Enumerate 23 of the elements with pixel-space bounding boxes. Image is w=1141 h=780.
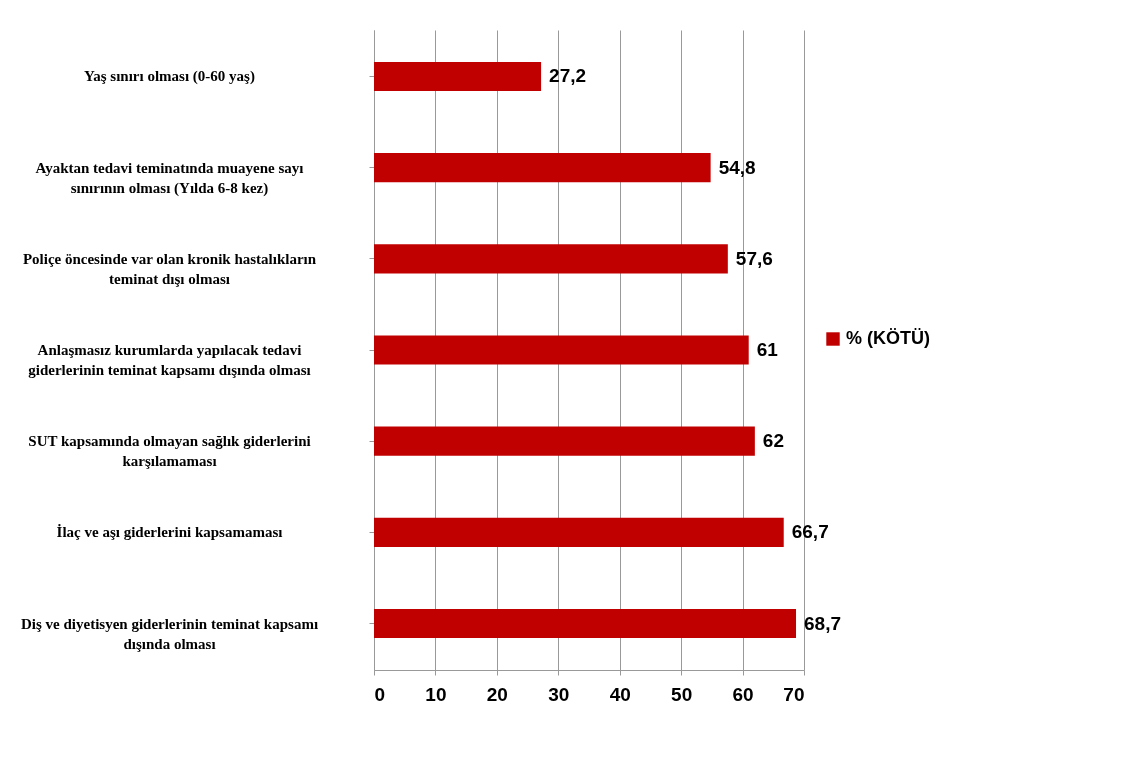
data-label: 66,7	[791, 521, 829, 543]
x-tick-label: 50	[671, 683, 693, 705]
legend-label: % (KÖTÜ)	[846, 328, 930, 348]
y-tick-label: Poliçe öncesinde var olan kronik hastalıkların teminat dışı olması	[22, 250, 317, 287]
x-tick-label: 40	[609, 683, 631, 705]
x-tick-label: 10	[425, 683, 447, 705]
y-tick-label: Diş ve diyetisyen giderlerinin teminat kapsamı dışında olması	[20, 615, 319, 652]
x-tick-label: 30	[548, 683, 570, 705]
data-label: 62	[762, 430, 784, 452]
data-label: 27,2	[549, 65, 587, 87]
y-tick-label: SUT kapsamında olmayan sağlık giderlerini karşılamaması	[28, 433, 311, 470]
data-label: 61	[756, 339, 779, 360]
data-label: 54,8	[718, 156, 756, 178]
x-tick-label: 20	[486, 683, 508, 705]
y-tick-label: Yaş sınırı olması (0-60 yaş)	[84, 68, 255, 86]
x-tick-label: 70	[783, 683, 805, 705]
y-tick-label: Anlaşmasız kurumlarda yapılacak tedavi giderlerinin teminat kapsamı dışında olması	[28, 342, 311, 378]
y-tick-label: İlaç ve aşı giderlerini kapsamaması	[56, 524, 283, 541]
data-label: 68,7	[804, 612, 841, 634]
data-label: 57,6	[735, 247, 773, 269]
y-tick-label: Ayaktan tedavi teminatında muayene sayı sınırının olması (Yılda 6-8 kez)	[35, 159, 304, 197]
x-tick-label: 60	[732, 683, 754, 705]
x-tick-label: 0	[374, 683, 386, 705]
